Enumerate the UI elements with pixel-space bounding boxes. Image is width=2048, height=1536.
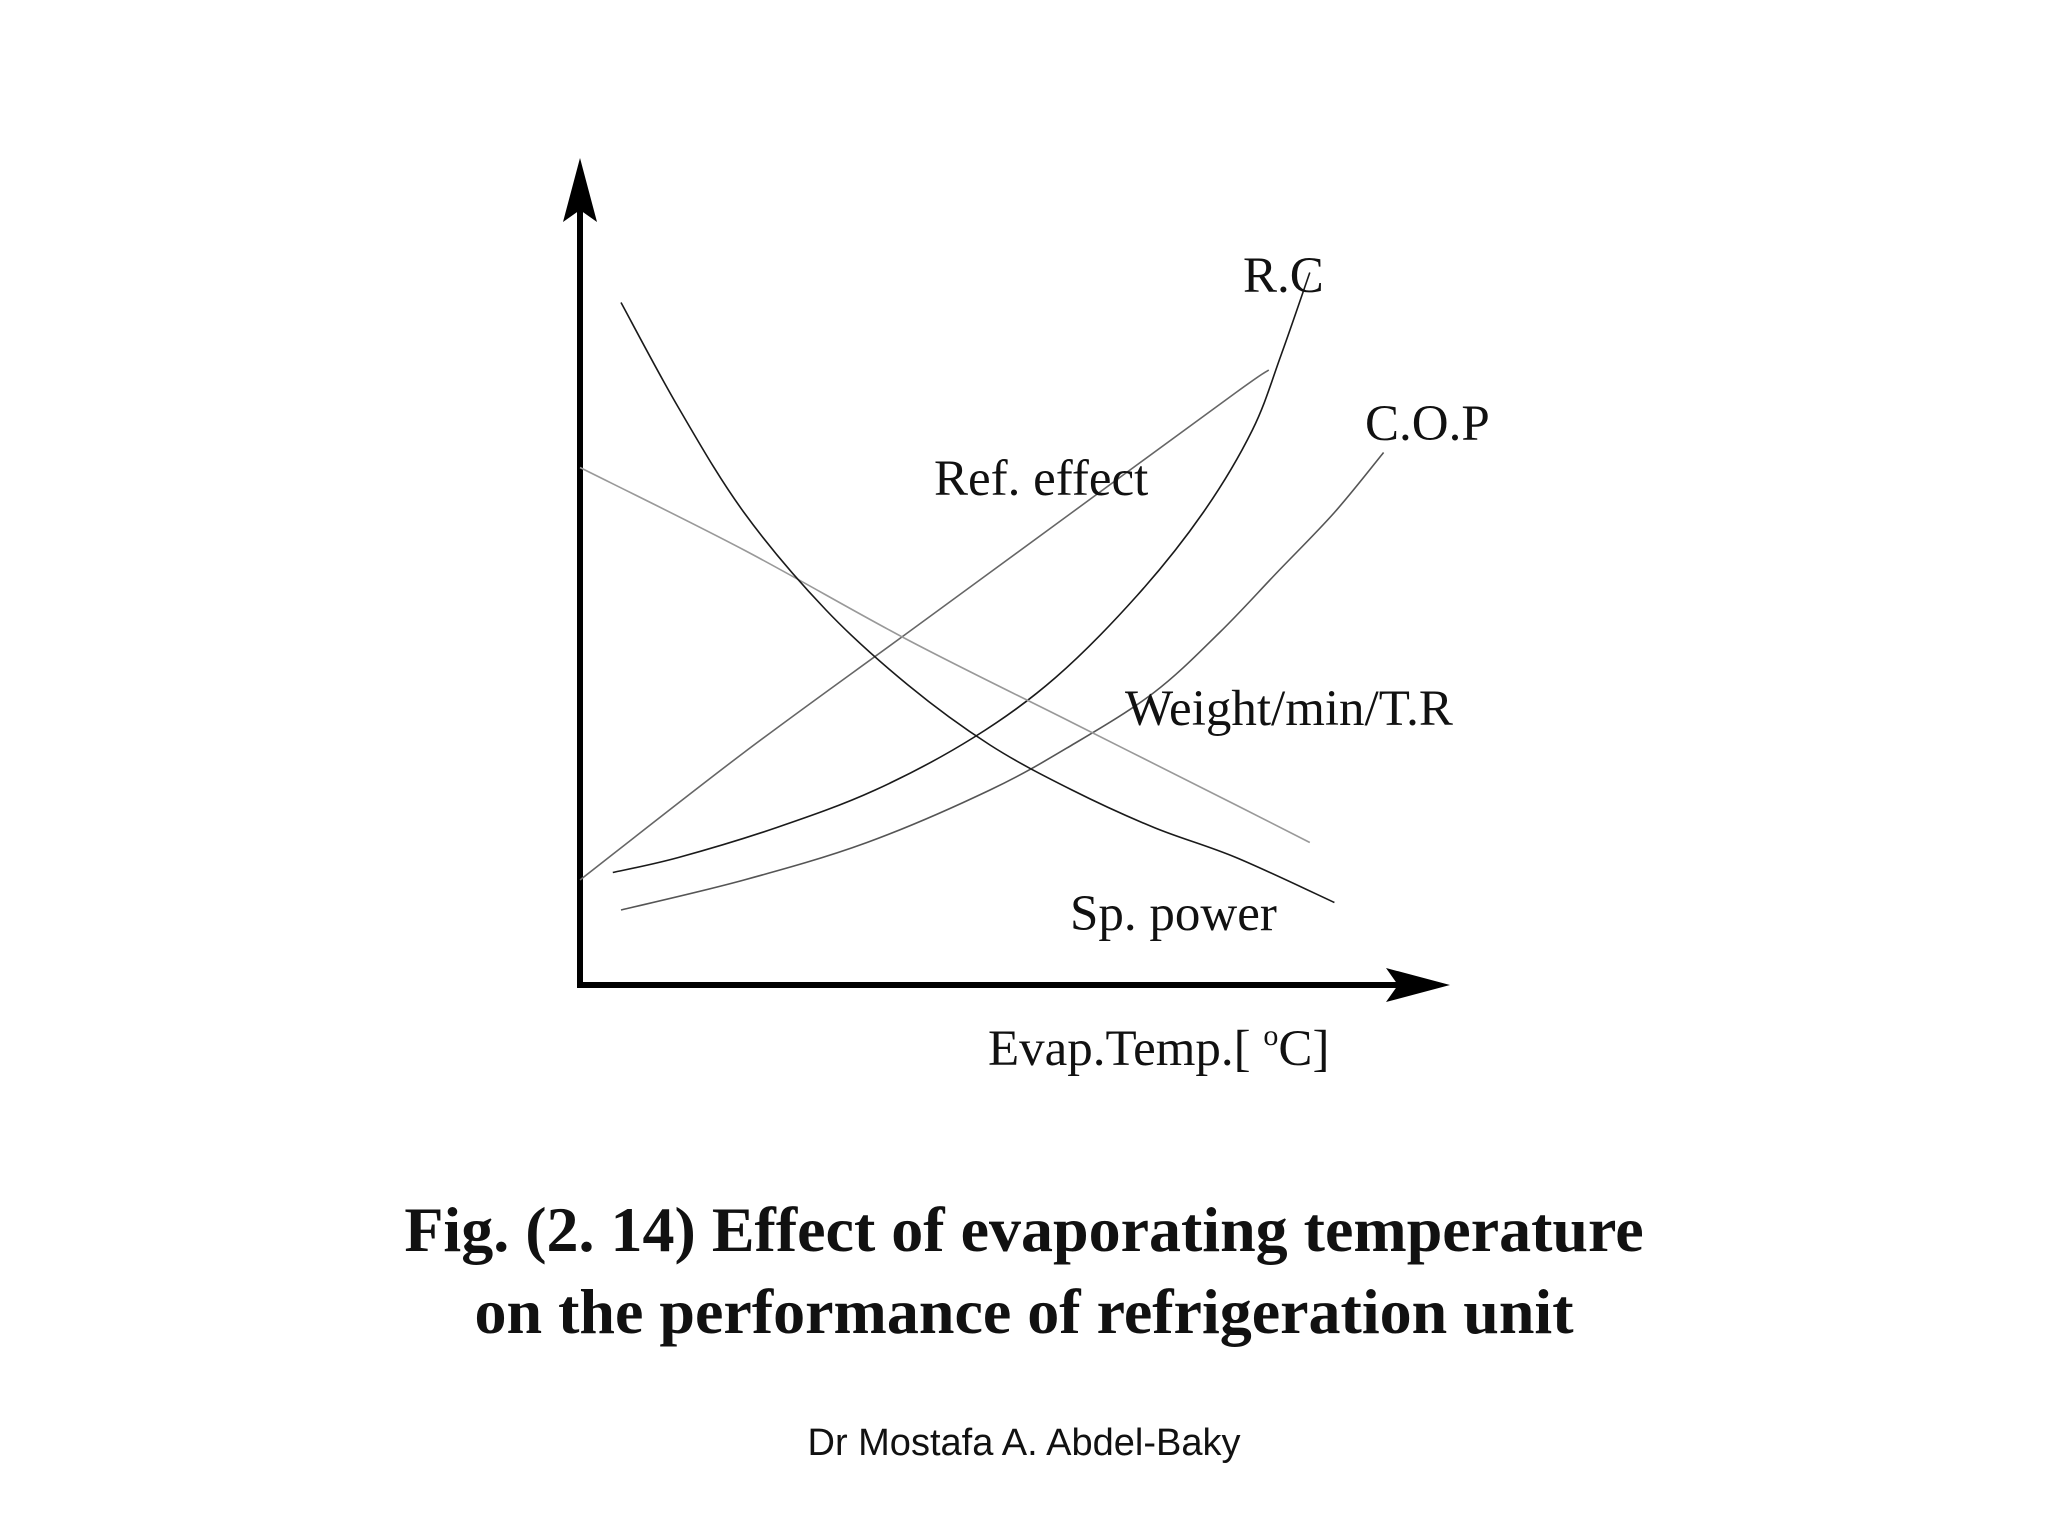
x-axis-label-sup: o <box>1263 1019 1278 1052</box>
figure-caption-line-1: Fig. (2. 14) Effect of evaporating tempe… <box>404 1194 1644 1265</box>
x-axis-label: Evap.Temp.[ oC] <box>988 1019 1329 1077</box>
series-line-weight-min-t-r <box>579 466 1311 844</box>
series-label-cop: C.O.P <box>1365 396 1490 452</box>
x-axis-arrow-icon <box>1386 968 1450 1002</box>
author-name: Dr Mostafa A. Abdel-Baky <box>807 1422 1241 1464</box>
y-axis-arrow-icon <box>563 158 597 222</box>
figure-caption-line-2: on the performance of refrigeration unit <box>474 1276 1574 1347</box>
series-line-sp-power <box>620 302 1335 904</box>
series-line-ref-effect <box>579 369 1270 881</box>
series-label-ref-effect: Ref. effect <box>934 451 1148 507</box>
x-axis-label-main: Evap.Temp.[ <box>988 1021 1263 1077</box>
series-line-c-o-p <box>620 451 1385 911</box>
series-label-rc: R.C <box>1243 248 1324 304</box>
series-label-weight: Weight/min/T.R <box>1125 681 1453 737</box>
x-axis-label-end: C] <box>1278 1021 1329 1077</box>
series-label-sp-power: Sp. power <box>1070 886 1277 942</box>
series-layer <box>579 272 1385 911</box>
series-line-r-c <box>612 272 1311 874</box>
